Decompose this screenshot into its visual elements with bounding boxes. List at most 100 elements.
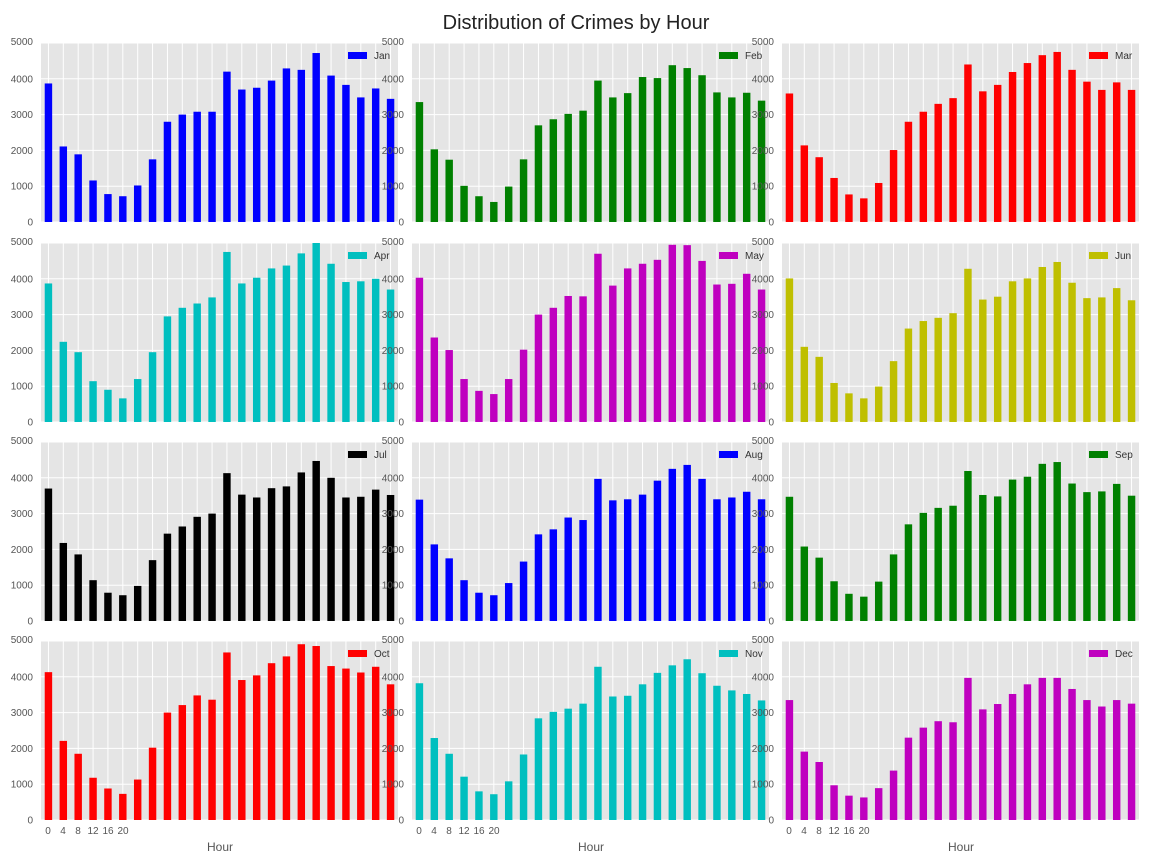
bar-aug-hour-6 [504, 583, 513, 621]
y-tick-label: 4000 [382, 274, 405, 285]
bar-jun-hour-8 [904, 328, 913, 422]
bar-feb-hour-15 [638, 77, 647, 222]
x-tick-label: 8 [816, 826, 822, 837]
bar-feb-hour-19 [698, 75, 706, 222]
x-tick-label: 16 [843, 826, 855, 837]
bar-may-hour-8 [534, 314, 543, 422]
y-tick-label: 1000 [752, 382, 775, 393]
x-axis-label: Hour [207, 840, 233, 854]
bar-aug-hour-23 [757, 499, 766, 621]
bar-mar-hour-6 [874, 182, 883, 222]
y-tick-label: 1000 [11, 382, 34, 393]
bar-sep-hour-16 [1023, 476, 1032, 621]
bar-apr-hour-16 [282, 265, 291, 422]
bar-sep-hour-17 [1038, 463, 1047, 621]
bar-dec-hour-20 [1083, 700, 1091, 820]
bar-may-hour-14 [623, 268, 632, 422]
bar-oct-hour-3 [89, 777, 97, 820]
bar-nov-hour-12 [594, 666, 602, 820]
bar-mar-hour-8 [904, 121, 913, 222]
bar-jan-hour-8 [163, 121, 172, 222]
bar-jan-hour-14 [252, 87, 261, 222]
bar-jul-hour-9 [178, 526, 187, 621]
x-tick-label: 16 [473, 826, 485, 837]
bar-jun-hour-20 [1083, 298, 1091, 422]
subplot-jan: 0 1000 2000 3000 4000 5000 Jan [11, 37, 398, 229]
legend-swatch-jul [348, 451, 367, 458]
bar-nov-hour-20 [713, 685, 721, 820]
y-tick-label: 3000 [382, 310, 405, 321]
y-tick-label: 0 [27, 418, 33, 429]
bar-oct-hour-17 [297, 644, 306, 820]
bar-feb-hour-12 [594, 80, 602, 222]
bar-jun-hour-0 [785, 278, 794, 422]
bar-sep-hour-20 [1083, 492, 1091, 621]
bar-may-hour-9 [549, 307, 558, 422]
bar-sep-hour-10 [934, 507, 942, 621]
bar-apr-hour-8 [163, 316, 172, 422]
y-tick-label: 2000 [11, 346, 34, 357]
bar-mar-hour-9 [919, 111, 928, 222]
bar-mar-hour-11 [949, 98, 957, 222]
chart-title: Distribution of Crimes by Hour [442, 12, 710, 34]
y-tick-label: 0 [27, 816, 33, 827]
bar-jun-hour-7 [889, 361, 898, 422]
bar-dec-hour-3 [830, 785, 838, 820]
legend-label-nov: Nov [745, 649, 763, 660]
bar-feb-hour-2 [445, 159, 453, 222]
y-tick-label: 0 [398, 617, 404, 628]
legend-label-dec: Dec [1115, 649, 1133, 660]
bar-dec-hour-8 [904, 737, 913, 820]
bar-aug-hour-2 [445, 558, 453, 621]
legend-swatch-jun [1089, 252, 1108, 259]
bar-aug-hour-14 [623, 499, 632, 621]
bar-apr-hour-22 [371, 278, 380, 422]
bar-sep-hour-3 [830, 581, 838, 621]
y-tick-label: 2000 [382, 146, 405, 157]
subplot-mar: 0 1000 2000 3000 4000 5000 Mar [752, 37, 1139, 229]
bar-aug-hour-20 [713, 499, 721, 621]
bar-feb-hour-21 [728, 97, 736, 222]
bar-jan-hour-23 [386, 98, 395, 222]
bar-mar-hour-3 [830, 177, 838, 222]
bar-mar-hour-18 [1053, 51, 1061, 223]
bar-aug-hour-16 [653, 480, 662, 621]
bar-sep-hour-14 [993, 496, 1002, 621]
bar-jul-hour-23 [386, 494, 395, 621]
x-tick-label: 12 [458, 826, 470, 837]
bar-nov-hour-8 [534, 718, 543, 820]
bar-dec-hour-5 [860, 797, 868, 820]
bar-apr-hour-7 [148, 352, 157, 422]
bar-oct-hour-23 [386, 684, 395, 820]
bar-oct-hour-13 [238, 680, 246, 820]
y-tick-label: 2000 [382, 545, 405, 556]
y-tick-label: 0 [398, 816, 404, 827]
bar-aug-hour-19 [698, 478, 706, 621]
bar-nov-hour-17 [668, 665, 677, 820]
bar-dec-hour-14 [993, 704, 1002, 820]
bar-apr-hour-4 [104, 389, 112, 422]
bar-jun-hour-13 [979, 299, 987, 422]
x-tick-label: 12 [828, 826, 840, 837]
bar-jan-hour-12 [223, 71, 231, 222]
bar-sep-hour-9 [919, 512, 928, 621]
bar-sep-hour-11 [949, 505, 957, 621]
y-tick-label: 5000 [382, 436, 405, 447]
bar-jun-hour-2 [815, 356, 823, 422]
bar-feb-hour-1 [430, 149, 439, 222]
bar-jun-hour-17 [1038, 266, 1047, 422]
bar-feb-hour-0 [415, 102, 424, 222]
bar-nov-hour-19 [698, 673, 706, 820]
bar-dec-hour-18 [1053, 677, 1061, 820]
subplot-sep: 0 1000 2000 3000 4000 5000 Sep [752, 436, 1139, 628]
y-tick-label: 3000 [11, 110, 34, 121]
bar-oct-hour-9 [178, 705, 187, 820]
bar-aug-hour-5 [490, 595, 498, 621]
bar-dec-hour-0 [785, 700, 794, 820]
bar-apr-hour-3 [89, 381, 97, 422]
bar-jan-hour-20 [342, 84, 350, 222]
y-tick-label: 2000 [382, 744, 405, 755]
bar-nov-hour-14 [623, 695, 632, 820]
legend-swatch-sep [1089, 451, 1108, 458]
